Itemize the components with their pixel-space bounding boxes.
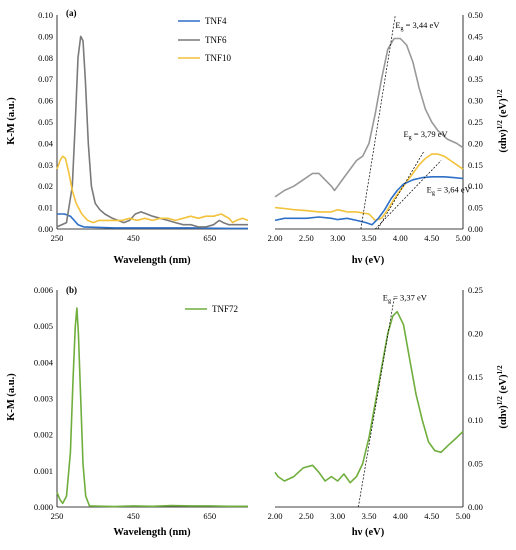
y-tick-label: 0.02 [38, 181, 53, 191]
band-gap-annotation: Eg = 3,64 eV [427, 185, 472, 197]
band-gap-annotation: Eg = 3,44 eV [395, 20, 440, 32]
x-tick-label: 2.00 [268, 233, 283, 243]
y-axis-title: K-M (a.u.) [6, 97, 17, 145]
y-tick-label: 0.15 [468, 372, 483, 382]
y-tick-label: 0.08 [38, 53, 53, 63]
series-line-tnf10 [274, 153, 464, 222]
tauc-fit-line [375, 160, 442, 230]
y-axis-title: (αhν)1/2 (eV)1/2 [496, 89, 509, 153]
panel-a-left: (a) 250 450 650 0.00 0.01 0.02 0.03 0.04 0.05 0.0… [6, 8, 249, 266]
series-line-tnf4 [274, 176, 464, 226]
series-line-tnf72 [56, 307, 248, 508]
x-tick-label: 3.50 [362, 511, 377, 521]
legend-label-tnf10: TNF10 [205, 53, 232, 63]
y-tick-label: 0.00 [468, 224, 483, 234]
y-tick-label: 0.07 [38, 74, 53, 84]
x-tick-label: 5.00 [456, 233, 471, 243]
x-tick-label: 4.00 [393, 233, 408, 243]
y-tick-label: 0.35 [468, 74, 483, 84]
legend-label-tnf4: TNF4 [205, 16, 227, 26]
y-tick-label: 0.000 [34, 502, 53, 512]
y-tick-label: 0.20 [468, 138, 483, 148]
x-tick-label: 3.50 [362, 233, 377, 243]
legend-label-tnf72: TNF72 [212, 304, 238, 314]
y-tick-label: 0.001 [34, 466, 53, 476]
x-axis-title: hν (eV) [352, 527, 385, 538]
tauc-fit-line [377, 151, 424, 230]
legend-label-tnf6: TNF6 [205, 35, 227, 45]
panel-a-right: 2.00 2.50 3.00 3.50 4.00 4.50 5.000.00 0.05 0.10… [268, 10, 509, 266]
x-tick-label: 4.50 [424, 233, 439, 243]
x-tick-label: 2.50 [299, 511, 314, 521]
y-tick-label: 0.20 [468, 328, 483, 338]
y-tick-label: 0.05 [38, 117, 53, 127]
y-tick-label: 0.15 [468, 160, 483, 170]
band-gap-annotation: Eg = 3,37 eV [383, 292, 428, 304]
x-tick-label: 450 [127, 511, 140, 521]
x-axis-title: Wavelength (nm) [113, 255, 191, 266]
tauc-fit-line [360, 14, 396, 230]
legend: TNF72 [185, 304, 238, 314]
y-tick-label: 0.004 [34, 357, 54, 367]
x-tick-label: 250 [51, 233, 64, 243]
series-line-tnf10 [56, 155, 249, 224]
x-tick-label: 5.00 [456, 511, 471, 521]
band-gap-annotation: Eg = 3,79 eV [403, 129, 448, 141]
panel-b-right: 2.00 2.50 3.00 3.50 4.00 4.50 5.000.00 0.05 0.10… [268, 285, 509, 538]
x-tick-label: 3.00 [330, 233, 345, 243]
y-tick-label: 0.00 [38, 224, 53, 234]
y-tick-label: 0.005 [34, 321, 53, 331]
y-tick-label: 0.09 [38, 31, 53, 41]
y-tick-label: 0.03 [38, 160, 53, 170]
y-tick-label: 0.04 [38, 138, 54, 148]
panel-b-left: (b) 250 450 650 0.000 0.001 0.002 0.003 0.004 0.… [6, 285, 248, 538]
y-tick-label: 0.50 [468, 10, 483, 20]
x-tick-label: 650 [203, 511, 216, 521]
legend: TNF4 TNF6 TNF10 [178, 16, 232, 63]
y-tick-label: 0.00 [468, 502, 483, 512]
panel-label-a: (a) [66, 8, 77, 18]
y-tick-label: 0.45 [468, 31, 483, 41]
y-tick-label: 0.002 [34, 430, 53, 440]
series-line-tnf6 [56, 35, 248, 228]
y-tick-label: 0.40 [468, 53, 483, 63]
y-tick-label: 0.003 [34, 394, 53, 404]
x-tick-label: 3.00 [330, 511, 345, 521]
y-axis-title: (αhν)1/2 (eV)1/2 [496, 365, 509, 429]
y-tick-label: 0.006 [34, 285, 53, 295]
x-tick-label: 2.00 [268, 511, 283, 521]
y-tick-label: 0.01 [38, 203, 53, 213]
y-tick-label: 0.06 [38, 96, 53, 106]
series-line-tnf72 [274, 310, 464, 484]
series-line-tnf6 [274, 37, 464, 198]
x-tick-label: 4.00 [393, 511, 408, 521]
x-axis-title: Wavelength (nm) [113, 527, 191, 538]
x-axis-title: hν (eV) [352, 255, 385, 266]
x-tick-label: 250 [51, 511, 64, 521]
x-tick-label: 2.50 [299, 233, 314, 243]
x-tick-label: 4.50 [424, 511, 439, 521]
x-tick-label: 650 [203, 233, 216, 243]
y-tick-label: 0.25 [468, 117, 483, 127]
tauc-fit-line [358, 298, 395, 508]
y-tick-label: 0.30 [468, 96, 483, 106]
y-tick-label: 0.05 [468, 203, 483, 213]
y-tick-label: 0.10 [38, 10, 53, 20]
y-tick-label: 0.05 [468, 459, 483, 469]
y-tick-label: 0.10 [468, 415, 483, 425]
y-tick-label: 0.10 [468, 181, 483, 191]
y-axis-title: K-M (a.u.) [6, 373, 17, 421]
x-tick-label: 450 [127, 233, 140, 243]
panel-label-b: (b) [66, 285, 77, 295]
y-tick-label: 0.25 [468, 285, 483, 295]
series-line-tnf4 [57, 213, 248, 230]
